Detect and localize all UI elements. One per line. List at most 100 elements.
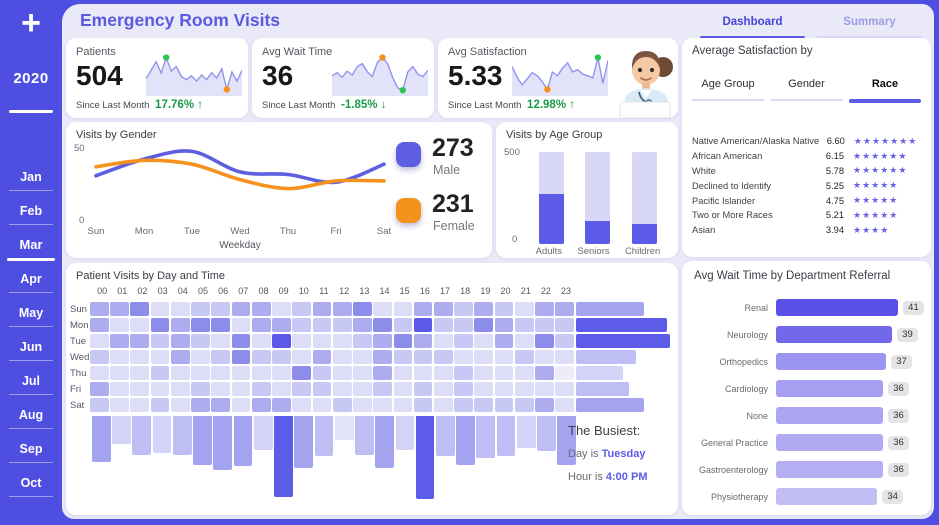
heatmap-row-total-bar[interactable] [576, 317, 668, 333]
dept-bar[interactable] [776, 461, 884, 478]
gender-line-male[interactable] [94, 149, 386, 185]
heatmap-cell[interactable] [110, 397, 129, 413]
hour-total-bar[interactable] [152, 416, 172, 453]
heatmap-cell[interactable] [211, 333, 231, 349]
heatmap-cell[interactable] [211, 381, 231, 397]
heatmap-cell[interactable] [191, 349, 210, 365]
heatmap-cell[interactable] [110, 365, 129, 381]
hour-total-bar[interactable] [415, 416, 435, 500]
hour-total-bar[interactable] [395, 416, 415, 450]
gender-line-female[interactable] [94, 158, 386, 191]
heatmap-cell[interactable] [272, 301, 291, 317]
heatmap-cell[interactable] [535, 333, 554, 349]
heatmap-cell[interactable] [373, 397, 393, 413]
sidebar-item-month-jun[interactable]: Jun [0, 338, 62, 372]
hour-total-bar[interactable] [375, 416, 395, 469]
heatmap-cell[interactable] [474, 333, 494, 349]
heatmap-cell[interactable] [433, 333, 453, 349]
heatmap-cell[interactable] [514, 365, 534, 381]
heatmap-cell[interactable] [150, 333, 170, 349]
heatmap-cell[interactable] [514, 333, 534, 349]
heatmap-cell[interactable] [494, 333, 514, 349]
heatmap-cell[interactable] [272, 397, 291, 413]
heatmap-cell[interactable] [150, 317, 170, 333]
satisfaction-tab-gender[interactable]: Gender [770, 74, 843, 103]
heatmap-cell[interactable] [150, 365, 170, 381]
sidebar-item-month-jan[interactable]: Jan [0, 168, 62, 202]
heatmap-cell[interactable] [251, 349, 271, 365]
heatmap-cell[interactable] [353, 397, 372, 413]
hour-total-bar[interactable] [132, 416, 152, 455]
heatmap-cell[interactable] [413, 381, 433, 397]
sidebar-item-month-jul[interactable]: Jul [0, 372, 62, 406]
heatmap-cell[interactable] [454, 301, 473, 317]
dept-bar[interactable] [776, 407, 884, 424]
heatmap-cell[interactable] [312, 317, 332, 333]
heatmap-cell[interactable] [130, 397, 150, 413]
hour-total-bar[interactable] [92, 416, 111, 463]
heatmap-cell[interactable] [130, 349, 150, 365]
heatmap-cell[interactable] [170, 301, 190, 317]
heatmap-cell[interactable] [353, 301, 372, 317]
heatmap-cell[interactable] [474, 381, 494, 397]
heatmap-cell[interactable] [332, 333, 352, 349]
satisfaction-tab-age-group[interactable]: Age Group [692, 74, 764, 103]
sidebar-item-month-oct[interactable]: Oct [0, 474, 62, 508]
heatmap-cell[interactable] [251, 333, 271, 349]
hour-total-bar[interactable] [233, 416, 253, 467]
heatmap-cell[interactable] [272, 349, 291, 365]
heatmap-cell[interactable] [292, 381, 312, 397]
heatmap-cell[interactable] [332, 397, 352, 413]
sidebar-item-month-apr[interactable]: Apr [0, 270, 62, 304]
hour-total-bar[interactable] [172, 416, 192, 455]
heatmap-cell[interactable] [292, 301, 312, 317]
heatmap-cell[interactable] [130, 301, 150, 317]
heatmap-cell[interactable] [454, 397, 473, 413]
heatmap-cell[interactable] [353, 365, 372, 381]
heatmap-cell[interactable] [393, 349, 413, 365]
heatmap-cell[interactable] [191, 381, 210, 397]
heatmap-cell[interactable] [373, 317, 393, 333]
heatmap-cell[interactable] [514, 397, 534, 413]
heatmap-cell[interactable] [393, 381, 413, 397]
heatmap-cell[interactable] [535, 301, 554, 317]
heatmap-cell[interactable] [494, 317, 514, 333]
heatmap-cell[interactable] [535, 397, 554, 413]
age-bar-seniors[interactable] [585, 152, 611, 244]
heatmap-cell[interactable] [474, 365, 494, 381]
heatmap-cell[interactable] [474, 397, 494, 413]
sidebar-item-month-aug[interactable]: Aug [0, 406, 62, 440]
hour-total-bar[interactable] [213, 416, 233, 470]
heatmap-row-total-bar[interactable] [576, 333, 670, 349]
hour-total-bar[interactable] [355, 416, 374, 455]
dept-bar[interactable] [776, 488, 878, 505]
heatmap-cell[interactable] [150, 349, 170, 365]
heatmap-cell[interactable] [312, 349, 332, 365]
heatmap-cell[interactable] [353, 317, 372, 333]
heatmap-cell[interactable] [231, 317, 251, 333]
dept-bar[interactable] [776, 353, 887, 370]
heatmap-cell[interactable] [170, 397, 190, 413]
heatmap-cell[interactable] [272, 381, 291, 397]
heatmap-cell[interactable] [251, 301, 271, 317]
heatmap-cell[interactable] [292, 317, 312, 333]
hour-total-bar[interactable] [435, 416, 455, 457]
hour-total-bar[interactable] [274, 416, 293, 498]
heatmap-cell[interactable] [393, 301, 413, 317]
heatmap-cell[interactable] [454, 365, 473, 381]
heatmap-cell[interactable] [413, 349, 433, 365]
heatmap-cell[interactable] [312, 301, 332, 317]
heatmap-cell[interactable] [272, 317, 291, 333]
heatmap-cell[interactable] [272, 365, 291, 381]
heatmap-row-total-bar[interactable] [576, 365, 623, 381]
heatmap-cell[interactable] [373, 381, 393, 397]
heatmap-cell[interactable] [494, 301, 514, 317]
heatmap-cell[interactable] [433, 349, 453, 365]
heatmap-row-total-bar[interactable] [576, 301, 644, 317]
dept-bar[interactable] [776, 380, 884, 397]
heatmap-cell[interactable] [353, 349, 372, 365]
heatmap-cell[interactable] [332, 349, 352, 365]
heatmap-cell[interactable] [413, 333, 433, 349]
heatmap-cell[interactable] [312, 333, 332, 349]
heatmap-cell[interactable] [251, 397, 271, 413]
